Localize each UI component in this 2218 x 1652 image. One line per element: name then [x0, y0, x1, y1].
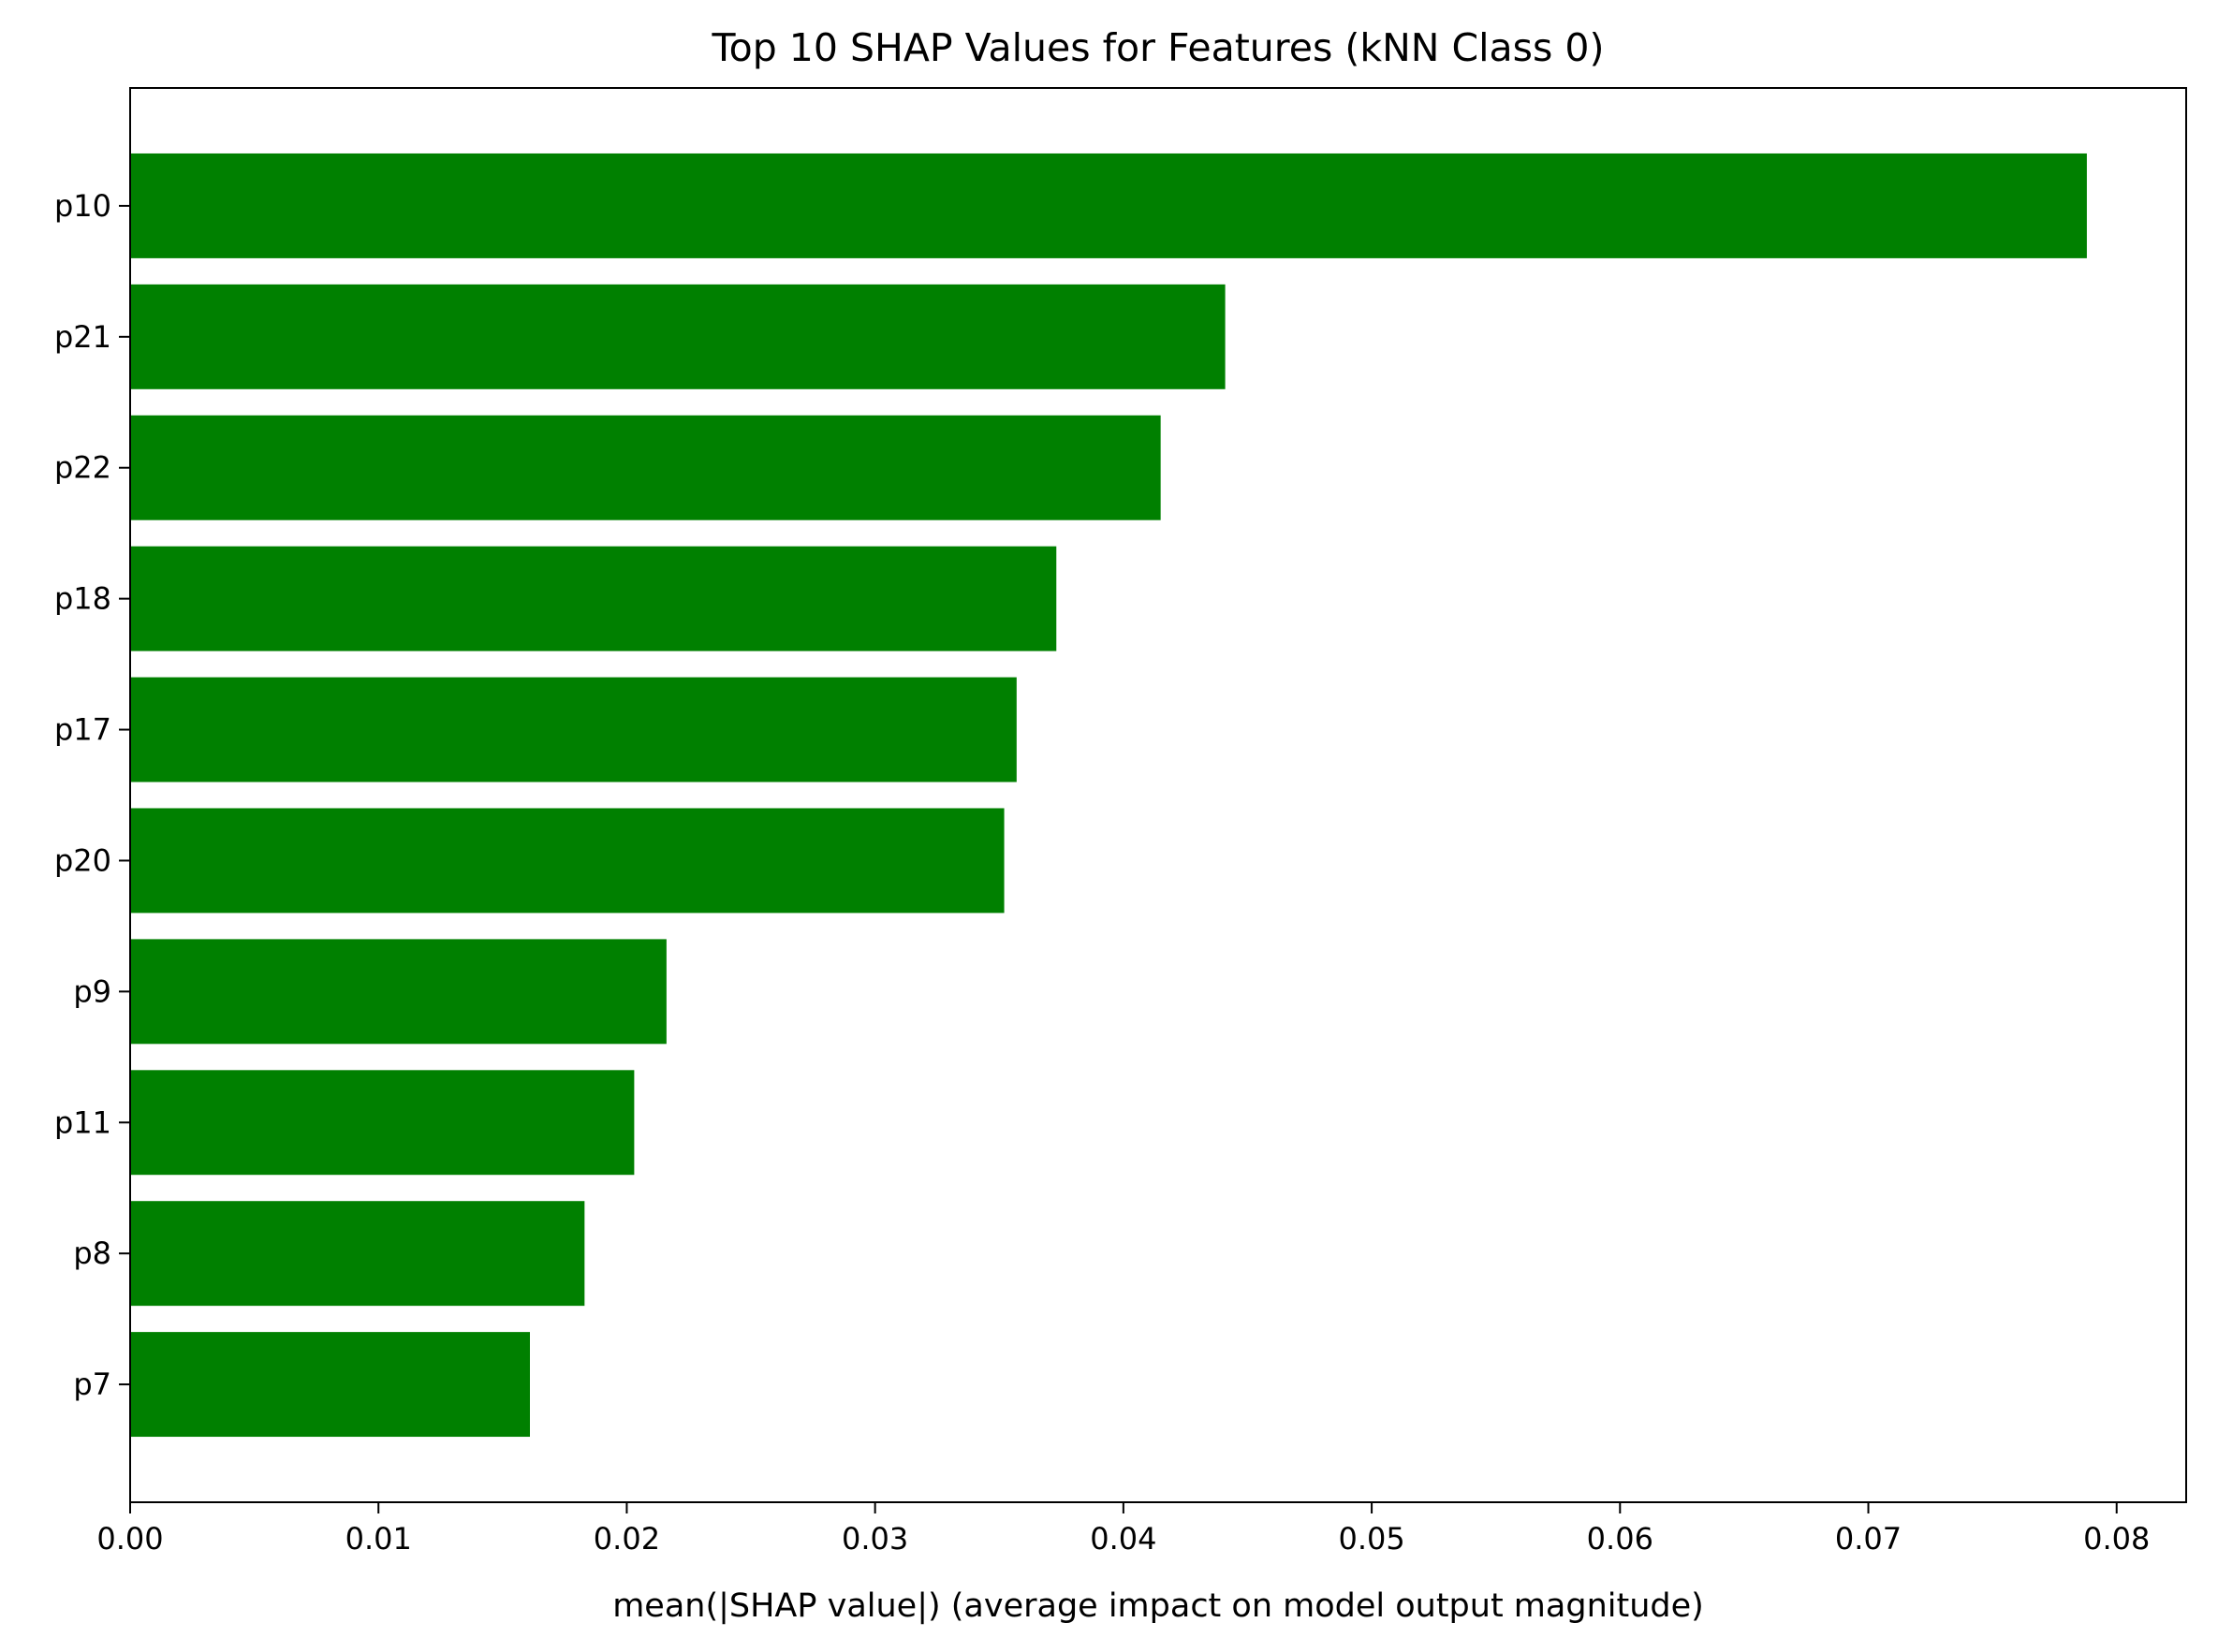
x-tick-label-0.08: 0.08 — [2083, 1521, 2150, 1557]
x-tick-label-0.06: 0.06 — [1587, 1521, 1653, 1557]
y-tick-label-p21: p21 — [54, 319, 111, 355]
bars-layer — [130, 153, 2087, 1438]
x-tick-label-0.04: 0.04 — [1090, 1521, 1156, 1557]
bar-p7 — [130, 1332, 530, 1438]
x-tick-label-0.02: 0.02 — [594, 1521, 660, 1557]
y-tick-label-p20: p20 — [54, 842, 111, 878]
bar-p18 — [130, 546, 1057, 651]
bar-p22 — [130, 415, 1161, 520]
bar-p17 — [130, 677, 1017, 782]
x-tick-label-0.05: 0.05 — [1338, 1521, 1404, 1557]
bar-p10 — [130, 153, 2087, 258]
chart-title: Top 10 SHAP Values for Features (kNN Cla… — [712, 25, 1605, 70]
y-tick-label-p18: p18 — [54, 581, 111, 617]
y-tick-label-p10: p10 — [54, 188, 111, 224]
y-tick-label-p11: p11 — [54, 1104, 111, 1140]
y-tick-label-p17: p17 — [54, 712, 111, 748]
bar-p21 — [130, 284, 1226, 389]
x-tick-label-0.00: 0.00 — [96, 1521, 163, 1557]
y-tick-label-p8: p8 — [73, 1235, 111, 1271]
y-tick-label-p7: p7 — [73, 1367, 111, 1402]
bar-p8 — [130, 1201, 585, 1307]
bar-p20 — [130, 808, 1005, 914]
x-tick-label-0.01: 0.01 — [345, 1521, 412, 1557]
plot-frame — [129, 87, 2187, 1503]
bar-p11 — [130, 1070, 635, 1176]
y-tick-label-p22: p22 — [54, 450, 111, 486]
x-tick-label-0.03: 0.03 — [842, 1521, 908, 1557]
x-axis-label: mean(|SHAP value|) (average impact on mo… — [612, 1587, 1704, 1625]
y-tick-label-p9: p9 — [73, 973, 111, 1009]
x-tick-label-0.07: 0.07 — [1835, 1521, 1902, 1557]
ticks-layer: p10 p21 p22 p18 p17 p20 p9 p11 p8 p7 0.00 0.01 0.02 0… — [54, 188, 2150, 1557]
bar-p9 — [130, 939, 667, 1045]
